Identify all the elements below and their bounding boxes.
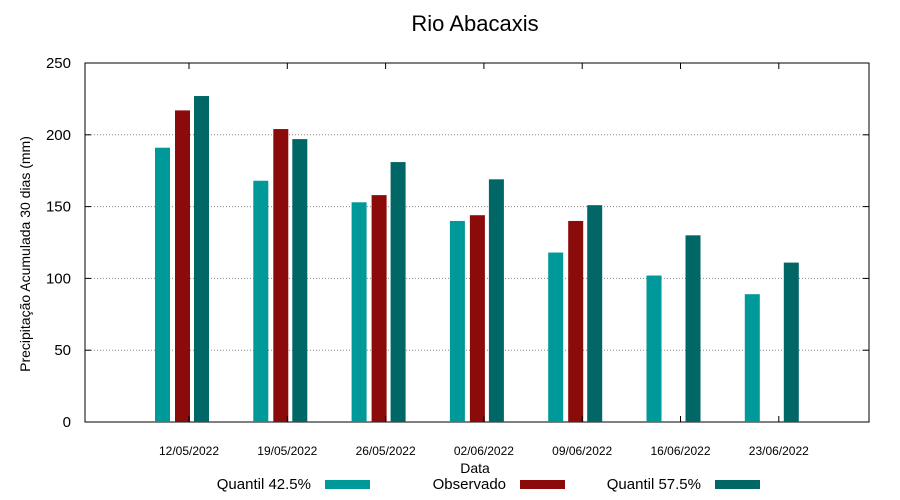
x-tick-label: 02/06/2022 — [454, 444, 514, 458]
bar — [469, 215, 485, 422]
x-tick-label: 16/06/2022 — [650, 444, 710, 458]
x-tick-label: 19/05/2022 — [257, 444, 317, 458]
bar — [351, 202, 367, 422]
bar — [587, 205, 603, 422]
bar — [292, 139, 308, 422]
y-axis-label: Precipitação Acumulada 30 dias (mm) — [17, 136, 33, 372]
y-tick-label: 0 — [63, 414, 71, 431]
x-axis: 12/05/2022 19/05/2022 26/05/2022 02/06/2022… — [159, 63, 809, 458]
bar — [548, 252, 564, 422]
bar — [646, 275, 662, 422]
bar — [194, 96, 209, 422]
y-tick-label: 100 — [46, 270, 71, 287]
legend-swatch — [520, 480, 565, 489]
bar — [390, 162, 406, 423]
y-tick-label: 50 — [54, 342, 71, 359]
y-tick-label: 150 — [46, 199, 71, 216]
legend: Quantil 42.5% Observado Quantil 57.5% — [217, 476, 760, 493]
bar — [273, 129, 289, 422]
bars — [155, 96, 799, 423]
bar — [449, 220, 465, 422]
x-tick-label: 23/06/2022 — [749, 444, 809, 458]
x-tick-label: 09/06/2022 — [552, 444, 612, 458]
bar — [783, 262, 799, 422]
x-axis-label: Data — [460, 460, 490, 476]
bar — [175, 110, 190, 422]
bar — [371, 195, 387, 422]
y-tick-label: 250 — [46, 55, 71, 72]
x-tick-label: 26/05/2022 — [356, 444, 416, 458]
x-tick-label: 12/05/2022 — [159, 444, 219, 458]
legend-swatch — [325, 480, 370, 489]
legend-label: Quantil 42.5% — [217, 476, 311, 493]
legend-swatch — [715, 480, 760, 489]
legend-label: Observado — [433, 476, 506, 493]
chart-title: Rio Abacaxis — [411, 11, 538, 36]
y-axis: 0 50 100 150 200 250 — [46, 55, 869, 431]
bar — [155, 147, 170, 422]
bar — [568, 220, 584, 422]
bar — [685, 235, 701, 422]
bar — [253, 180, 269, 422]
y-tick-label: 200 — [46, 127, 71, 144]
bar — [488, 179, 504, 422]
legend-label: Quantil 57.5% — [607, 476, 701, 493]
bar — [744, 294, 760, 422]
